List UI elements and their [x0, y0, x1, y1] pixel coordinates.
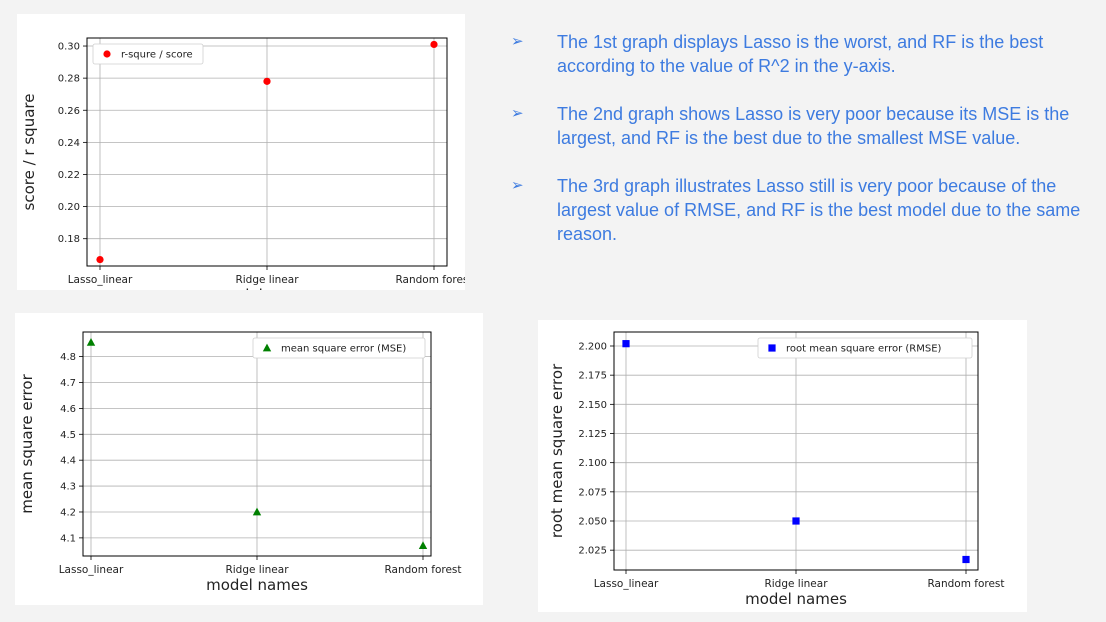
data-point [263, 77, 271, 85]
note-text: The 3rd graph illustrates Lasso still is… [557, 176, 1081, 244]
legend-marker [768, 344, 776, 352]
x-tick-label: Lasso_linear [59, 564, 124, 576]
y-tick-label: 4.2 [60, 507, 76, 518]
legend-label: root mean square error (RMSE) [786, 344, 942, 355]
x-tick-label: Ridge linear [225, 564, 289, 576]
arrow-bullet-icon: ➢ [511, 33, 524, 50]
y-tick-label: 4.8 [60, 352, 76, 363]
y-tick-label: 4.7 [60, 378, 76, 389]
note-text: The 1st graph displays Lasso is the wors… [557, 32, 1044, 76]
data-point [962, 555, 970, 564]
y-axis-label: score / r square [20, 94, 38, 211]
y-tick-label: 2.150 [578, 400, 607, 411]
y-tick-label: 0.30 [58, 42, 80, 53]
y-tick-label: 4.6 [60, 404, 76, 415]
chart-rmse: 2.025 2.050 2.075 2.100 2.125 2.150 2.175 2.200… [548, 331, 1005, 608]
y-tick-label: 2.200 [578, 342, 607, 353]
y-tick-label: 0.20 [58, 202, 80, 213]
x-tick-label: Random forest [395, 274, 465, 286]
x-tick-label: Ridge linear [764, 578, 828, 590]
legend: root mean square error (RMSE) [757, 337, 973, 359]
arrow-bullet-icon: ➢ [511, 105, 524, 122]
note-item-1: ➢ The 1st graph displays Lasso is the wo… [505, 30, 1085, 78]
x-tick-label: Random forest [384, 564, 461, 576]
notes-list: ➢ The 1st graph displays Lasso is the wo… [505, 30, 1085, 270]
y-tick-label: 4.5 [60, 430, 76, 441]
plot-frame [613, 331, 979, 571]
y-tick-label: 2.100 [578, 458, 607, 469]
legend-box [92, 43, 204, 65]
data-point [252, 507, 262, 516]
data-point [622, 340, 630, 348]
legend-label: mean square error (MSE) [281, 344, 406, 355]
y-tick-label: 0.24 [58, 138, 80, 149]
x-axis-label: model names [216, 286, 318, 290]
legend-label: r-squre / score [121, 50, 193, 61]
legend-marker [262, 343, 272, 352]
y-axis-label: mean square error [18, 373, 36, 513]
legend-marker [103, 50, 111, 58]
data-point [86, 337, 96, 346]
plot-frame [82, 331, 432, 557]
chart-panel-r2: 0.18 0.20 0.22 0.24 0.26 0.28 0.30 Lasso_linear… [17, 14, 465, 290]
legend-box [757, 337, 973, 359]
y-tick-label: 0.18 [58, 234, 80, 245]
y-tick-label: 2.175 [578, 371, 607, 382]
note-item-2: ➢ The 2nd graph shows Lasso is very poor… [505, 102, 1085, 150]
x-tick-label: Ridge linear [235, 274, 299, 286]
chart-panel-rmse: 2.025 2.050 2.075 2.100 2.125 2.150 2.175 2.200… [538, 320, 1027, 612]
data-point [96, 255, 104, 264]
y-axis-label: root mean square error [548, 363, 566, 538]
y-tick-label: 2.050 [578, 517, 607, 528]
y-tick-label: 2.075 [578, 487, 607, 498]
y-tick-label: 4.1 [60, 533, 76, 544]
data-point [792, 517, 800, 525]
note-item-3: ➢ The 3rd graph illustrates Lasso still … [505, 174, 1085, 246]
chart-mse: 4.1 4.2 4.3 4.4 4.5 4.6 4.7 4.8 Lasso_linear Ridg… [18, 331, 462, 594]
y-tick-label: 4.3 [60, 482, 76, 493]
data-point [430, 40, 438, 49]
y-tick-label: 2.025 [578, 546, 607, 557]
x-tick-label: Lasso_linear [594, 578, 659, 590]
y-tick-label: 4.4 [60, 456, 76, 467]
legend: r-squre / score [92, 43, 204, 65]
x-axis-label: model names [206, 576, 308, 594]
y-tick-label: 0.22 [58, 170, 80, 181]
x-tick-label: Lasso_linear [68, 274, 133, 286]
note-text: The 2nd graph shows Lasso is very poor b… [557, 104, 1070, 148]
y-tick-label: 0.28 [58, 74, 80, 85]
chart-panel-mse: 4.1 4.2 4.3 4.4 4.5 4.6 4.7 4.8 Lasso_linear Ridg… [15, 313, 483, 605]
data-point [418, 541, 428, 550]
y-tick-label: 0.26 [58, 106, 80, 117]
x-axis-label: model names [745, 590, 847, 608]
plot-frame [86, 37, 448, 267]
chart-r-square: 0.18 0.20 0.22 0.24 0.26 0.28 0.30 Lasso_linear… [20, 37, 465, 290]
arrow-bullet-icon: ➢ [511, 177, 524, 194]
x-tick-label: Random forest [927, 578, 1004, 590]
legend: mean square error (MSE) [252, 337, 426, 359]
y-tick-label: 2.125 [578, 429, 607, 440]
legend-box [252, 337, 426, 359]
